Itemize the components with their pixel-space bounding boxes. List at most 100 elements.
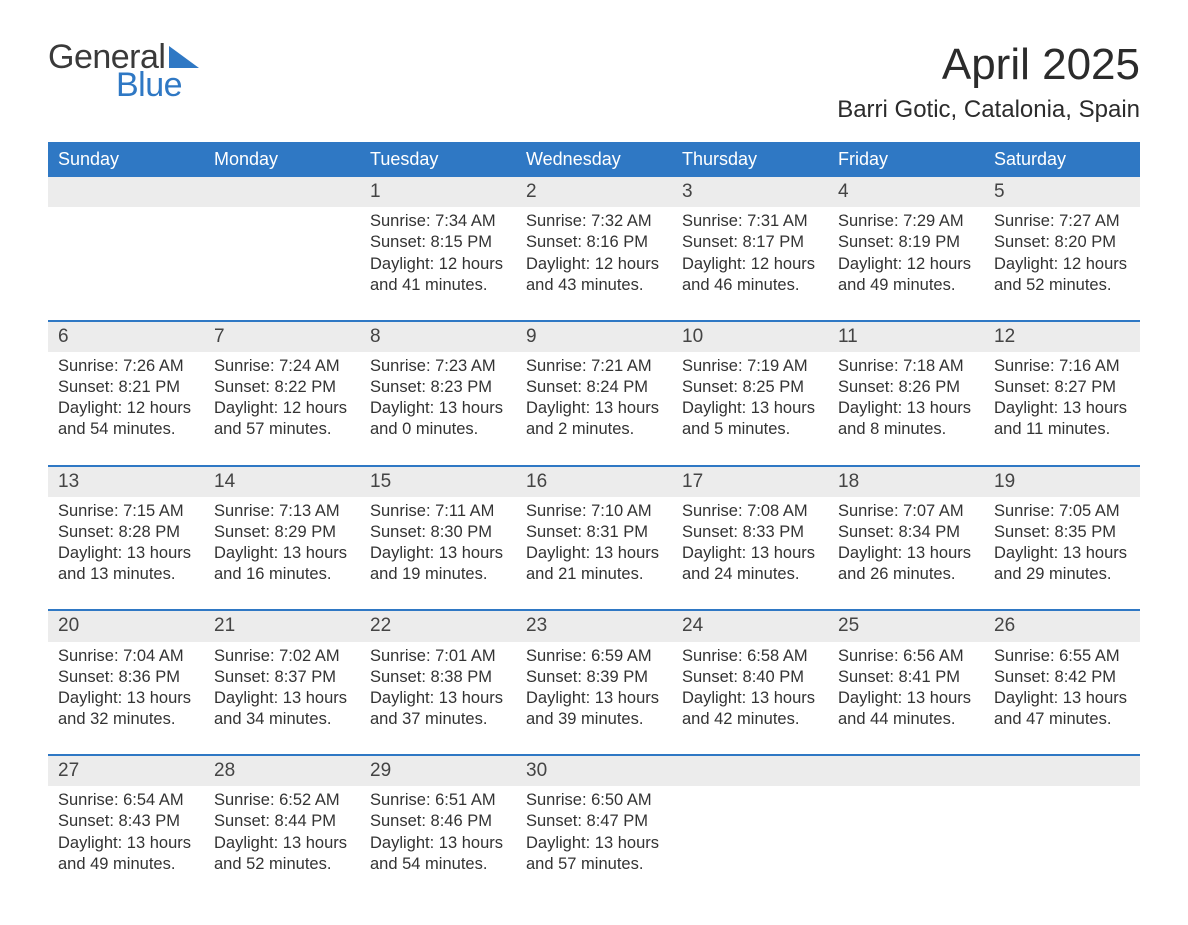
sunset-text: Sunset: 8:35 PM	[994, 522, 1130, 543]
day-number: 20	[48, 611, 204, 641]
daylight-text: and 34 minutes.	[214, 709, 350, 730]
sunset-text: Sunset: 8:23 PM	[370, 377, 506, 398]
day-number: 13	[48, 467, 204, 497]
day-number: 16	[516, 467, 672, 497]
sunrise-text: Sunrise: 6:55 AM	[994, 646, 1130, 667]
sunset-text: Sunset: 8:19 PM	[838, 232, 974, 253]
day-cell: 14Sunrise: 7:13 AMSunset: 8:29 PMDayligh…	[204, 467, 360, 596]
sunset-text: Sunset: 8:30 PM	[370, 522, 506, 543]
day-number: 1	[360, 177, 516, 207]
daylight-text: Daylight: 13 hours	[994, 688, 1130, 709]
day-cell: 4Sunrise: 7:29 AMSunset: 8:19 PMDaylight…	[828, 177, 984, 306]
day-cell: 6Sunrise: 7:26 AMSunset: 8:21 PMDaylight…	[48, 322, 204, 451]
day-number	[672, 756, 828, 786]
day-number: 5	[984, 177, 1140, 207]
sunrise-text: Sunrise: 6:59 AM	[526, 646, 662, 667]
daylight-text: and 5 minutes.	[682, 419, 818, 440]
day-cell: 17Sunrise: 7:08 AMSunset: 8:33 PMDayligh…	[672, 467, 828, 596]
daylight-text: Daylight: 13 hours	[370, 543, 506, 564]
month-title: April 2025	[837, 40, 1140, 90]
weekday-header: Sunday Monday Tuesday Wednesday Thursday…	[48, 142, 1140, 177]
daylight-text: Daylight: 13 hours	[994, 398, 1130, 419]
daylight-text: Daylight: 12 hours	[526, 254, 662, 275]
daylight-text: and 24 minutes.	[682, 564, 818, 585]
sunrise-text: Sunrise: 7:11 AM	[370, 501, 506, 522]
daylight-text: and 0 minutes.	[370, 419, 506, 440]
daylight-text: Daylight: 13 hours	[682, 398, 818, 419]
daylight-text: Daylight: 12 hours	[58, 398, 194, 419]
weekday-label: Wednesday	[516, 142, 672, 177]
daylight-text: and 49 minutes.	[838, 275, 974, 296]
day-cell: 27Sunrise: 6:54 AMSunset: 8:43 PMDayligh…	[48, 756, 204, 885]
day-number: 15	[360, 467, 516, 497]
day-cell: 25Sunrise: 6:56 AMSunset: 8:41 PMDayligh…	[828, 611, 984, 740]
week-row: 27Sunrise: 6:54 AMSunset: 8:43 PMDayligh…	[48, 754, 1140, 885]
daylight-text: and 54 minutes.	[370, 854, 506, 875]
sunrise-text: Sunrise: 7:26 AM	[58, 356, 194, 377]
day-number: 3	[672, 177, 828, 207]
daylight-text: and 39 minutes.	[526, 709, 662, 730]
week-row: 1Sunrise: 7:34 AMSunset: 8:15 PMDaylight…	[48, 177, 1140, 306]
sunset-text: Sunset: 8:22 PM	[214, 377, 350, 398]
sunrise-text: Sunrise: 6:52 AM	[214, 790, 350, 811]
day-number: 17	[672, 467, 828, 497]
sunrise-text: Sunrise: 6:54 AM	[58, 790, 194, 811]
sunset-text: Sunset: 8:37 PM	[214, 667, 350, 688]
daylight-text: Daylight: 13 hours	[214, 688, 350, 709]
daylight-text: and 57 minutes.	[526, 854, 662, 875]
sunrise-text: Sunrise: 7:07 AM	[838, 501, 974, 522]
sunset-text: Sunset: 8:27 PM	[994, 377, 1130, 398]
daylight-text: and 32 minutes.	[58, 709, 194, 730]
sunset-text: Sunset: 8:40 PM	[682, 667, 818, 688]
day-cell: 11Sunrise: 7:18 AMSunset: 8:26 PMDayligh…	[828, 322, 984, 451]
header: General Blue April 2025 Barri Gotic, Cat…	[48, 40, 1140, 124]
day-number: 11	[828, 322, 984, 352]
daylight-text: Daylight: 13 hours	[58, 543, 194, 564]
day-number: 8	[360, 322, 516, 352]
day-number: 19	[984, 467, 1140, 497]
daylight-text: and 26 minutes.	[838, 564, 974, 585]
daylight-text: Daylight: 13 hours	[526, 398, 662, 419]
sunrise-text: Sunrise: 7:16 AM	[994, 356, 1130, 377]
day-cell: 8Sunrise: 7:23 AMSunset: 8:23 PMDaylight…	[360, 322, 516, 451]
sunrise-text: Sunrise: 7:04 AM	[58, 646, 194, 667]
day-number: 27	[48, 756, 204, 786]
day-cell: 15 Sunrise: 7:11 AMSunset: 8:30 PMDayligh…	[360, 467, 516, 596]
week-row: 6Sunrise: 7:26 AMSunset: 8:21 PMDaylight…	[48, 320, 1140, 451]
day-cell: 9Sunrise: 7:21 AMSunset: 8:24 PMDaylight…	[516, 322, 672, 451]
sunset-text: Sunset: 8:42 PM	[994, 667, 1130, 688]
daylight-text: Daylight: 13 hours	[838, 688, 974, 709]
day-cell: 12Sunrise: 7:16 AMSunset: 8:27 PMDayligh…	[984, 322, 1140, 451]
sunset-text: Sunset: 8:43 PM	[58, 811, 194, 832]
day-cell: 2Sunrise: 7:32 AMSunset: 8:16 PMDaylight…	[516, 177, 672, 306]
daylight-text: Daylight: 13 hours	[370, 688, 506, 709]
day-cell: 21Sunrise: 7:02 AMSunset: 8:37 PMDayligh…	[204, 611, 360, 740]
daylight-text: and 43 minutes.	[526, 275, 662, 296]
title-block: April 2025 Barri Gotic, Catalonia, Spain	[837, 40, 1140, 124]
day-number	[828, 756, 984, 786]
sunset-text: Sunset: 8:44 PM	[214, 811, 350, 832]
day-number: 14	[204, 467, 360, 497]
day-cell: 3Sunrise: 7:31 AMSunset: 8:17 PMDaylight…	[672, 177, 828, 306]
day-cell: 30Sunrise: 6:50 AMSunset: 8:47 PMDayligh…	[516, 756, 672, 885]
daylight-text: and 46 minutes.	[682, 275, 818, 296]
daylight-text: and 42 minutes.	[682, 709, 818, 730]
day-number: 6	[48, 322, 204, 352]
sunset-text: Sunset: 8:26 PM	[838, 377, 974, 398]
sunrise-text: Sunrise: 7:01 AM	[370, 646, 506, 667]
sunset-text: Sunset: 8:33 PM	[682, 522, 818, 543]
day-number: 2	[516, 177, 672, 207]
day-cell: 19Sunrise: 7:05 AMSunset: 8:35 PMDayligh…	[984, 467, 1140, 596]
sunset-text: Sunset: 8:41 PM	[838, 667, 974, 688]
sunset-text: Sunset: 8:20 PM	[994, 232, 1130, 253]
weekday-label: Saturday	[984, 142, 1140, 177]
week-row: 20Sunrise: 7:04 AMSunset: 8:36 PMDayligh…	[48, 609, 1140, 740]
day-number	[48, 177, 204, 207]
daylight-text: Daylight: 12 hours	[214, 398, 350, 419]
sunrise-text: Sunrise: 7:29 AM	[838, 211, 974, 232]
sunrise-text: Sunrise: 7:13 AM	[214, 501, 350, 522]
day-number: 21	[204, 611, 360, 641]
day-cell: 28Sunrise: 6:52 AMSunset: 8:44 PMDayligh…	[204, 756, 360, 885]
sunrise-text: Sunrise: 7:32 AM	[526, 211, 662, 232]
sunset-text: Sunset: 8:29 PM	[214, 522, 350, 543]
